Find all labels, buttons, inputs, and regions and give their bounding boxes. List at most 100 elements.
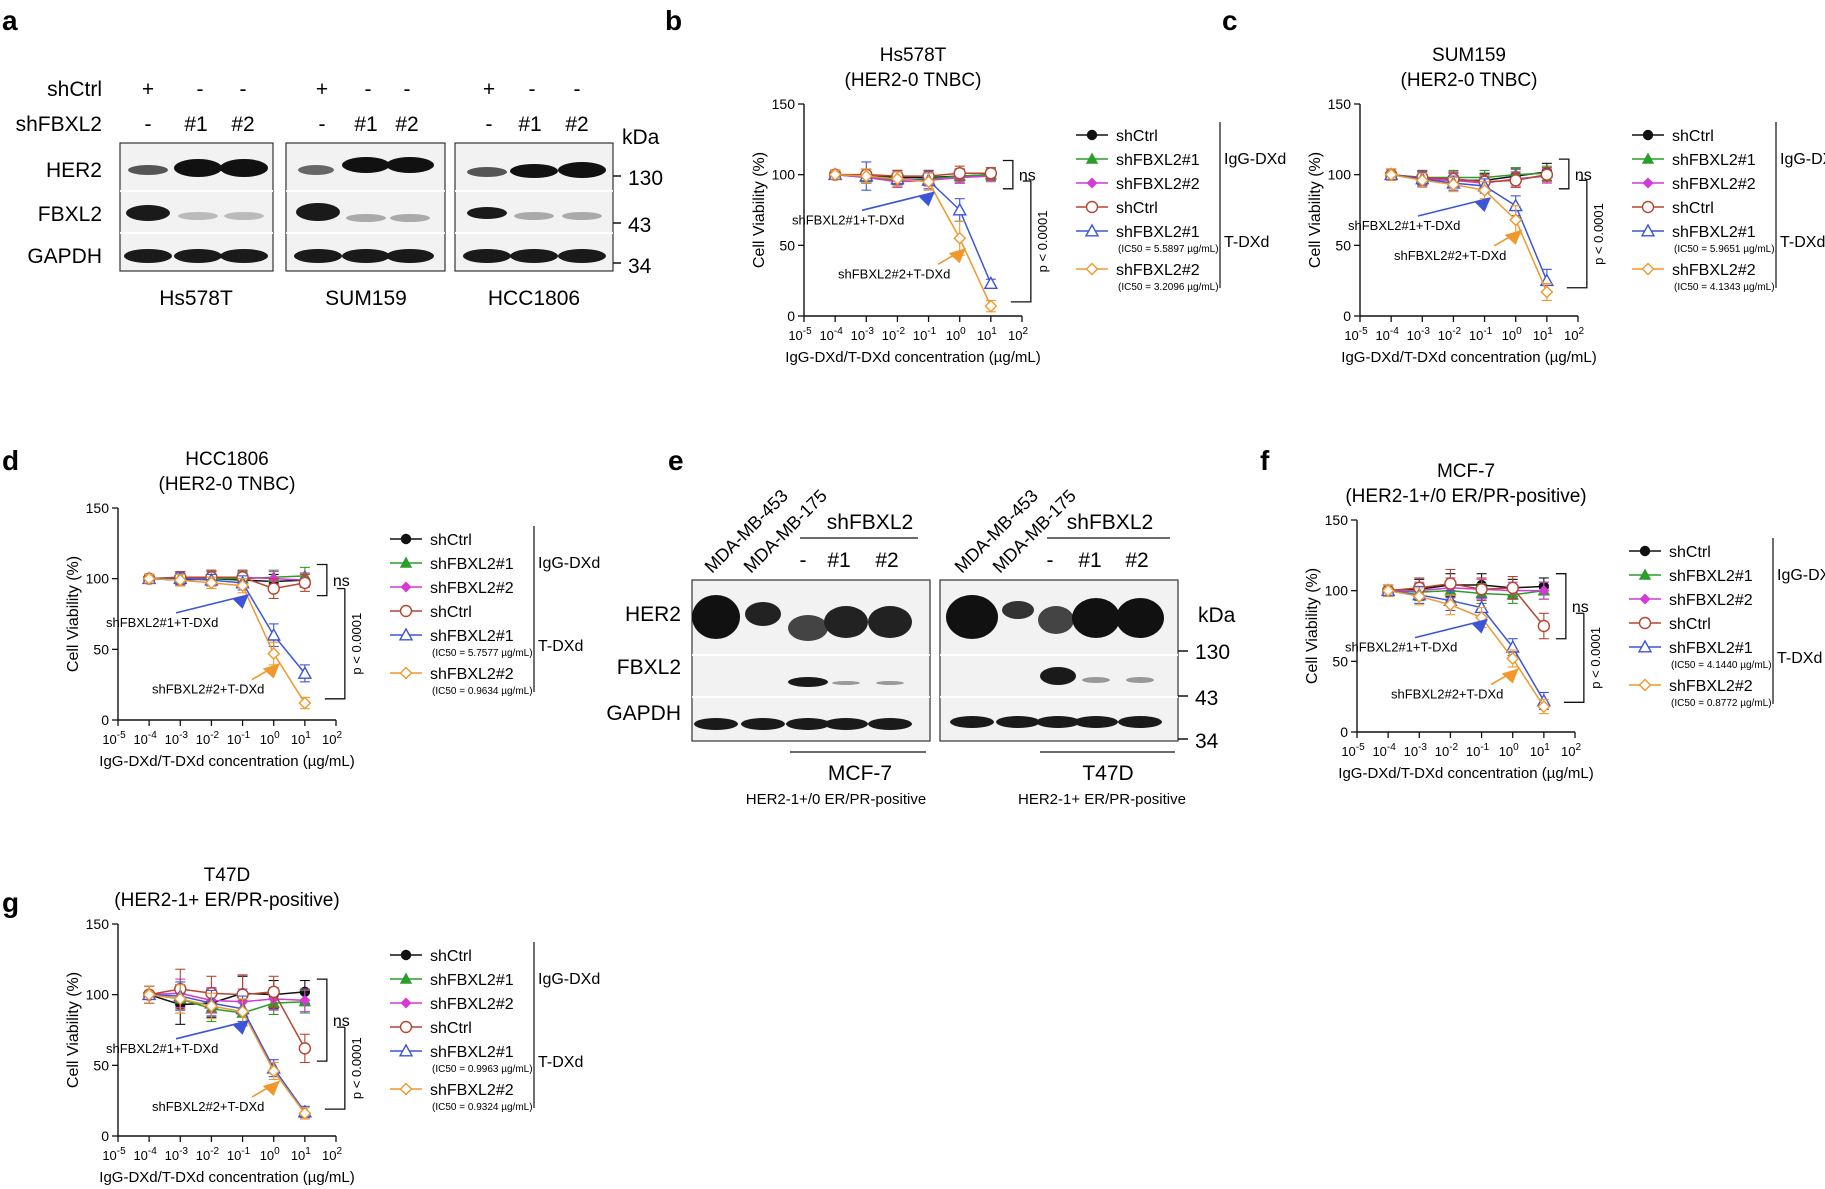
x-tick-label: 10-1 — [227, 730, 251, 747]
western-blot-a: shCtrl shFBXL2 + - - - #1 #2 + - - - #1 … — [16, 78, 663, 310]
lane-mark: - — [529, 78, 536, 101]
chart-mcf7: MCF-7 (HER2-1+/0 ER/PR-positive) 0 50 100 150… — [1304, 461, 1825, 782]
arrow-label: shFBXL2#2+T-DXd — [1391, 687, 1503, 702]
blot-membrane-sum159 — [285, 142, 446, 272]
ns-label: ns — [333, 573, 350, 590]
blot-e-markers — [1178, 650, 1188, 740]
blot-membrane-hs578t — [119, 142, 274, 272]
data-point — [1540, 168, 1554, 181]
x-tick-label: 10-3 — [165, 730, 189, 747]
x-tick-label: 10-2 — [1435, 742, 1459, 759]
row-label-shfbxl2: shFBXL2 — [16, 113, 102, 136]
lane-mark: - — [240, 78, 247, 101]
subtype-label: HER2-1+ ER/PR-positive — [1018, 791, 1186, 808]
subtype-label: HER2-1+/0 ER/PR-positive — [746, 791, 926, 808]
lane-mark: + — [142, 78, 154, 101]
legend-marker — [1641, 152, 1655, 164]
data-point — [1384, 168, 1398, 182]
x-tick-label: 100 — [1499, 742, 1519, 759]
data-point — [953, 231, 967, 245]
series-igg-dxd-shfbxl21 — [1381, 580, 1551, 604]
x-tick-label: 10-5 — [788, 326, 812, 343]
lane-mark: + — [316, 78, 328, 101]
chart-hcc1806: HCC1806 (HER2-0 TNBC) 0 50 100 150 10-5 10-4 10-… — [65, 449, 600, 770]
p-value-label: p < 0.0001 — [349, 613, 364, 675]
legend-marker — [399, 1020, 413, 1034]
legend-label: shFBXL2#1 — [430, 972, 514, 989]
y-tick-label: 150 — [86, 500, 110, 516]
data-point — [859, 169, 873, 183]
data-point — [142, 988, 156, 1002]
p-value-label: p < 0.0001 — [349, 1037, 364, 1099]
p-bracket — [324, 1027, 346, 1110]
x-tick-label: 101 — [1530, 742, 1550, 759]
ns-label: ns — [1572, 599, 1589, 616]
data-point — [1443, 598, 1457, 612]
arrow-shaft — [1417, 197, 1491, 217]
ns-label: ns — [1575, 167, 1592, 184]
protein-label-fbxl2: FBXL2 — [38, 203, 102, 226]
legend-label: shCtrl — [1669, 616, 1711, 633]
legend-label: shFBXL2#2 — [1116, 176, 1200, 193]
arrow-label: shFBXL2#2+T-DXd — [152, 1099, 264, 1114]
cell-line-label: Hs578T — [159, 287, 233, 310]
x-axis-label: IgG-DXd/T-DXd concentration (µg/mL) — [1341, 349, 1596, 366]
data-point — [890, 172, 904, 186]
legend-ic50: (IC50 = 4.1343 µg/mL) — [1674, 282, 1775, 293]
series-line — [835, 173, 992, 307]
data-point — [298, 696, 312, 710]
cell-line-label: T47D — [1082, 762, 1133, 785]
legend-label: shFBXL2#1 — [1116, 224, 1200, 241]
legend-group-label: T-DXd — [1224, 234, 1269, 251]
legend-marker — [1639, 545, 1651, 557]
x-tick-label: 10-4 — [1372, 742, 1396, 759]
legend-marker — [1085, 262, 1099, 276]
legend-marker — [399, 972, 413, 984]
data-point — [1506, 581, 1519, 595]
ns-label: ns — [1019, 168, 1036, 185]
legend-label: shFBXL2#1 — [1116, 152, 1200, 169]
ns-bracket — [1002, 159, 1014, 190]
blot-membrane-hcc1806 — [454, 142, 614, 272]
p-bracket — [324, 588, 346, 700]
panel-labels: a b c d e f g — [2, 5, 1270, 918]
protein-label-fbxl2: FBXL2 — [617, 656, 681, 679]
data-point — [297, 665, 313, 679]
legend-label: shCtrl — [430, 1020, 472, 1037]
arrow-shaft — [175, 1020, 249, 1040]
panel-label-d: d — [2, 445, 19, 476]
legend-marker — [1084, 223, 1100, 237]
group-label-shfbxl2: shFBXL2 — [1067, 511, 1153, 534]
data-point — [298, 1042, 312, 1055]
x-tick-label: 102 — [322, 730, 342, 747]
legend-label: shFBXL2#2 — [430, 1082, 514, 1099]
legend-label: shFBXL2#2 — [1116, 262, 1200, 279]
arrow-shaft — [861, 191, 935, 212]
arrow-label: shFBXL2#1+T-DXd — [792, 212, 904, 227]
lane-mark: - — [145, 113, 152, 136]
legend-marker — [400, 949, 412, 961]
data-point — [1475, 583, 1488, 596]
y-tick-label: 0 — [101, 1128, 109, 1144]
lane-mark: + — [483, 78, 495, 101]
marker-130: 130 — [1195, 641, 1230, 664]
legend-label: shCtrl — [430, 948, 472, 965]
chart-subtitle: (HER2-0 TNBC) — [1401, 70, 1538, 91]
marker-34: 34 — [628, 255, 652, 278]
x-tick-label: 10-5 — [1341, 742, 1365, 759]
data-point — [922, 175, 936, 189]
chart-t47d: T47D (HER2-1+ ER/PR-positive) 0 50 100 150 10-… — [65, 865, 600, 1186]
protein-label-gapdh: GAPDH — [27, 245, 102, 268]
cell-line-label: SUM159 — [325, 287, 407, 310]
y-tick-label: 150 — [1328, 96, 1352, 112]
lane-mark: #1 — [184, 113, 207, 136]
x-tick-label: 10-4 — [133, 730, 157, 747]
data-point — [266, 627, 281, 641]
y-tick-label: 0 — [1340, 724, 1348, 740]
panel-label-a: a — [2, 5, 18, 36]
data-point — [983, 276, 999, 289]
legend-marker — [1639, 593, 1651, 605]
y-tick-label: 50 — [1332, 653, 1348, 669]
kda-label: kDa — [1198, 604, 1236, 627]
legend-label: shCtrl — [1669, 544, 1711, 561]
